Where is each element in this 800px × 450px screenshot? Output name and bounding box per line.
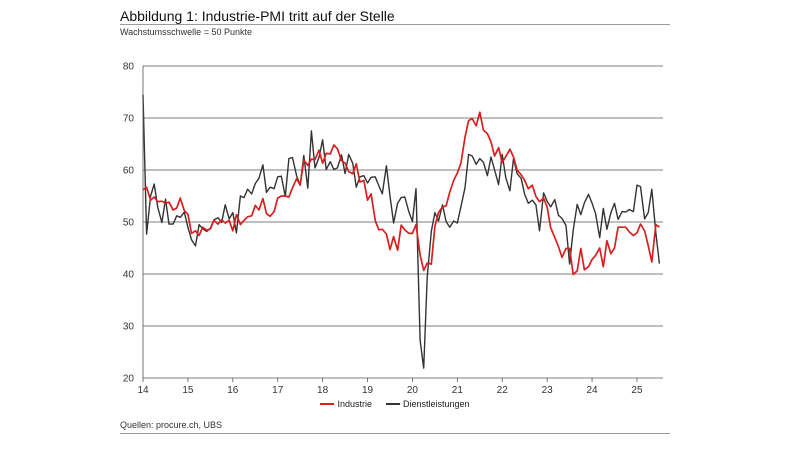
y-tick-label: 40	[123, 270, 135, 281]
x-tick-label: 25	[631, 385, 643, 396]
title-rule	[120, 24, 670, 25]
chart-title: Abbildung 1: Industrie-PMI tritt auf der…	[120, 8, 395, 24]
legend-item-dienstleistungen: Dienstleistungen	[385, 399, 470, 409]
x-tick-label: 17	[272, 385, 284, 396]
legend-item-industrie: Industrie	[320, 399, 372, 409]
x-tick-label: 22	[497, 385, 509, 396]
y-gridlines	[143, 65, 663, 327]
source-note: Quellen: procure.ch, UBS	[120, 420, 223, 430]
x-tick-label: 24	[586, 385, 598, 396]
y-tick-label: 20	[123, 374, 135, 385]
x-tick-label: 20	[407, 385, 419, 396]
y-tick-label: 30	[123, 322, 135, 333]
x-tick-label: 18	[317, 385, 329, 396]
legend-label-industrie: Industrie	[337, 399, 372, 409]
series-line-dienstleistungen	[142, 94, 661, 369]
y-tick-label: 70	[123, 114, 135, 125]
series-line-industrie	[142, 111, 660, 276]
x-tick-label: 21	[452, 385, 464, 396]
legend-label-dienstleistungen: Dienstleistungen	[402, 399, 470, 409]
legend: Industrie Dienstleistungen	[120, 399, 670, 409]
x-tick-label: 16	[227, 385, 239, 396]
series-lines	[142, 94, 661, 369]
chart-subtitle: Wachstumsschwelle = 50 Punkte	[120, 27, 252, 37]
y-tick-label: 80	[123, 62, 135, 73]
legend-swatch-dienstleistungen	[385, 403, 400, 405]
x-tick-labels: 14 15 16 17 18 19 20 21 22 23 24 25	[137, 378, 643, 396]
bottom-rule	[120, 433, 670, 434]
y-tick-labels: 20 30 40 50 60 70 80	[123, 62, 135, 385]
x-tick-label: 15	[182, 385, 194, 396]
x-tick-label: 14	[137, 385, 149, 396]
y-tick-label: 60	[123, 166, 135, 177]
y-tick-label: 50	[123, 218, 135, 229]
x-tick-label: 23	[542, 385, 554, 396]
x-tick-label: 19	[362, 385, 374, 396]
legend-swatch-industrie	[320, 403, 335, 405]
